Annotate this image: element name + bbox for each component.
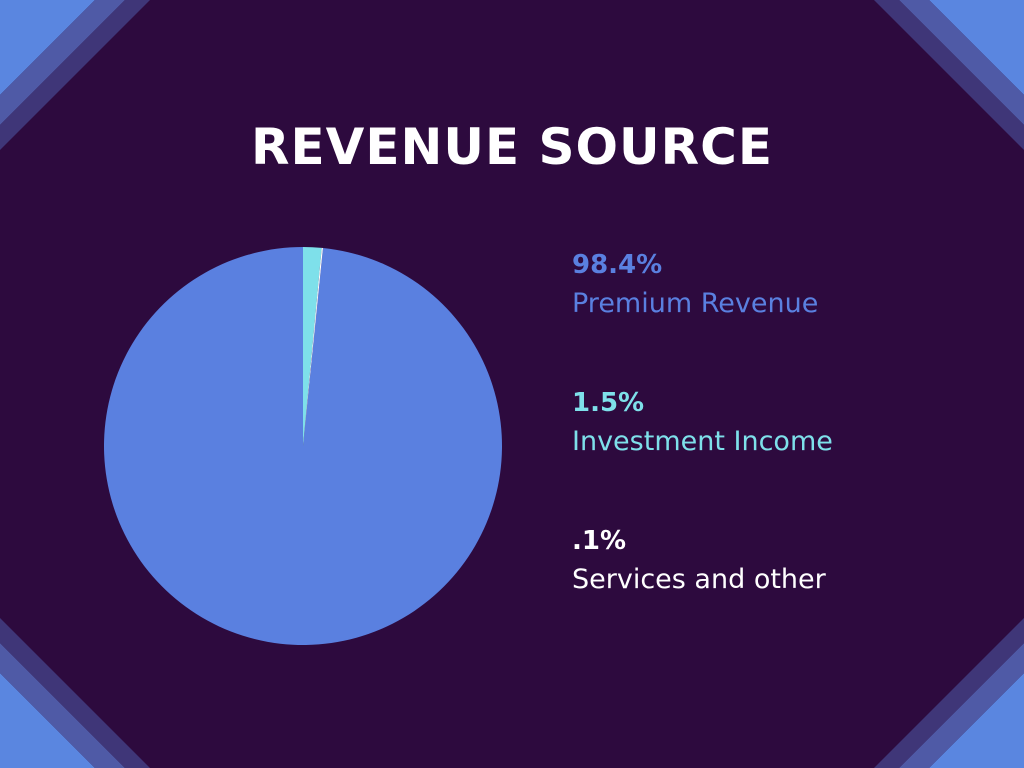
pie-slice-investment-income [303, 247, 322, 446]
legend-item: 98.4% Premium Revenue [572, 248, 992, 386]
legend-item: 1.5% Investment Income [572, 386, 992, 524]
legend-label: Premium Revenue [572, 288, 819, 319]
corner-stripe [0, 0, 150, 150]
corner-stripe [874, 618, 1024, 768]
legend-label: Investment Income [572, 426, 833, 457]
legend-label: Services and other [572, 564, 826, 595]
legend-item: .1% Services and other [572, 524, 992, 662]
chart-title: REVENUE SOURCE [251, 118, 773, 176]
pie-slice-services-and-other [303, 247, 323, 446]
legend-value: .1% [572, 526, 627, 556]
legend-value: 98.4% [572, 250, 663, 280]
chart-legend: 98.4% Premium Revenue 1.5% Investment Incom… [572, 248, 992, 662]
corner-stripe [874, 0, 1024, 150]
legend-value: 1.5% [572, 388, 645, 418]
corner-stripe [0, 618, 150, 768]
